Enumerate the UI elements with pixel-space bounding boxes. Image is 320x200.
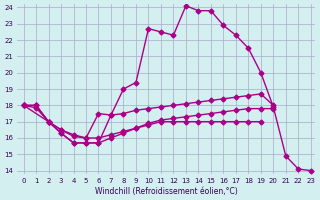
X-axis label: Windchill (Refroidissement éolien,°C): Windchill (Refroidissement éolien,°C) [94, 187, 237, 196]
